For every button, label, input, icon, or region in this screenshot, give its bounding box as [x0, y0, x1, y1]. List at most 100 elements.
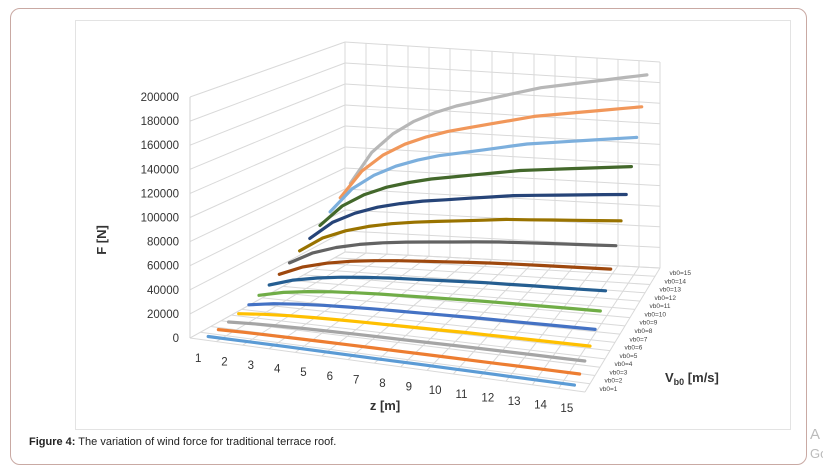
- cutoff-text-go: Go: [810, 446, 823, 461]
- floor-depth-gridline: [293, 280, 636, 310]
- floor-gridline: [479, 263, 577, 378]
- y-tick-label: 20000: [147, 309, 179, 321]
- x-tick-label: 13: [508, 396, 521, 408]
- x-tick-label: 2: [221, 356, 227, 368]
- x-tick-label: 1: [195, 353, 201, 365]
- floor-gridline: [374, 259, 493, 364]
- x-tick-label: 5: [300, 367, 306, 379]
- x-tick-label: 12: [481, 392, 494, 404]
- x-tick-label: 8: [379, 378, 385, 390]
- series-label: vb0=13: [660, 287, 682, 294]
- side-wall-gridline: [189, 188, 346, 267]
- series-label: vb0=14: [665, 278, 687, 285]
- series-line-vb0-3: [227, 320, 587, 363]
- floor-depth-gridline: [189, 337, 586, 393]
- floor-gridline: [505, 264, 598, 382]
- x-tick-label: 9: [406, 382, 412, 394]
- floor-depth-gridline: [220, 320, 601, 368]
- y-tick-label: 200000: [141, 92, 179, 104]
- floor-depth-gridline: [324, 262, 651, 286]
- series-line-vb0-1: [206, 334, 577, 387]
- floor-gridline: [295, 255, 430, 353]
- x-tick-label: 6: [327, 371, 333, 383]
- floor-gridline: [216, 252, 367, 343]
- series-label: vb0=5: [620, 353, 638, 360]
- back-wall-gridline: [344, 146, 661, 166]
- x-axis-title: z [m]: [370, 398, 400, 413]
- floor-gridline: [426, 261, 535, 371]
- back-wall-gridline: [344, 41, 661, 63]
- y-axis-title: F [N]: [94, 225, 109, 255]
- series-label: vb0=9: [640, 320, 658, 327]
- series-label: vb0=8: [635, 328, 653, 335]
- series-label: vb0=2: [605, 378, 623, 385]
- x-tick-label: 3: [248, 360, 254, 372]
- x-tick-label: 14: [534, 400, 547, 412]
- series-line-vb0-14: [338, 105, 644, 200]
- floor-gridline: [242, 253, 388, 346]
- series-label: vb0=7: [630, 336, 648, 343]
- series-line-vb0-4: [237, 312, 592, 348]
- depth-axis-title-subscript: b0: [674, 377, 685, 387]
- floor-gridline: [452, 262, 556, 375]
- floor-gridline: [558, 266, 640, 389]
- floor-gridline: [347, 258, 472, 360]
- chart-area: [75, 20, 791, 430]
- series-line-vb0-15: [348, 73, 649, 185]
- back-wall-gridline: [344, 125, 661, 145]
- y-tick-label: 120000: [141, 188, 179, 200]
- floor-depth-gridline: [200, 331, 591, 385]
- floor-gridline: [400, 260, 514, 368]
- floor-gridline: [584, 267, 661, 393]
- side-wall-gridline: [189, 209, 346, 291]
- floor-depth-gridline: [231, 314, 606, 360]
- side-wall-gridline: [189, 104, 346, 170]
- side-wall-gridline: [189, 125, 346, 194]
- series-line-vb0-5: [247, 302, 597, 331]
- caption-text: The variation of wind force for traditio…: [75, 436, 337, 448]
- y-tick-label: 40000: [147, 285, 179, 297]
- x-tick-label: 7: [353, 374, 359, 386]
- y-tick-label: 60000: [147, 261, 179, 273]
- y-tick-label: 160000: [141, 140, 179, 152]
- floor-depth-gridline: [344, 251, 661, 269]
- side-wall-gridline: [189, 167, 346, 243]
- floor-depth-gridline: [272, 291, 626, 327]
- series-line-vb0-11: [308, 192, 628, 240]
- floor-gridline: [321, 256, 451, 357]
- series-label: vb0=15: [670, 270, 692, 277]
- x-tick-label: 11: [456, 389, 468, 401]
- series-line-vb0-8: [277, 259, 613, 276]
- y-tick-label: 140000: [141, 164, 179, 176]
- y-tick-label: 80000: [147, 237, 179, 249]
- side-wall-gridline: [189, 83, 346, 146]
- floor-gridline: [531, 265, 619, 386]
- series-line-vb0-7: [267, 275, 608, 293]
- series-label: vb0=4: [615, 361, 633, 368]
- floor-depth-gridline: [251, 303, 616, 343]
- series-line-vb0-2: [216, 328, 582, 376]
- floor-gridline: [268, 254, 409, 350]
- series-label: vb0=6: [625, 345, 643, 352]
- depth-axis-title: Vb0 [m/s]: [665, 370, 719, 387]
- back-wall-gridline: [344, 83, 661, 104]
- figure-caption: Figure 4: The variation of wind force fo…: [29, 436, 336, 448]
- series-label: vb0=1: [600, 386, 618, 393]
- y-tick-label: 100000: [141, 213, 179, 225]
- series-label: vb0=10: [645, 311, 667, 318]
- series-line-vb0-13: [328, 135, 639, 214]
- cutoff-text-a: A: [810, 426, 821, 443]
- side-wall-gridline: [189, 62, 346, 122]
- depth-axis-title-main: V: [665, 370, 674, 385]
- series-line-vb0-12: [318, 165, 634, 227]
- series-label: vb0=12: [655, 295, 677, 302]
- series-label: vb0=11: [650, 303, 671, 310]
- series-label: vb0=3: [610, 369, 628, 376]
- x-tick-label: 4: [274, 364, 281, 376]
- series-line-vb0-9: [287, 240, 618, 265]
- series-line-vb0-10: [298, 217, 623, 253]
- series-line-vb0-6: [257, 290, 602, 313]
- y-tick-label: 180000: [141, 116, 179, 128]
- side-wall-gridline: [189, 41, 346, 98]
